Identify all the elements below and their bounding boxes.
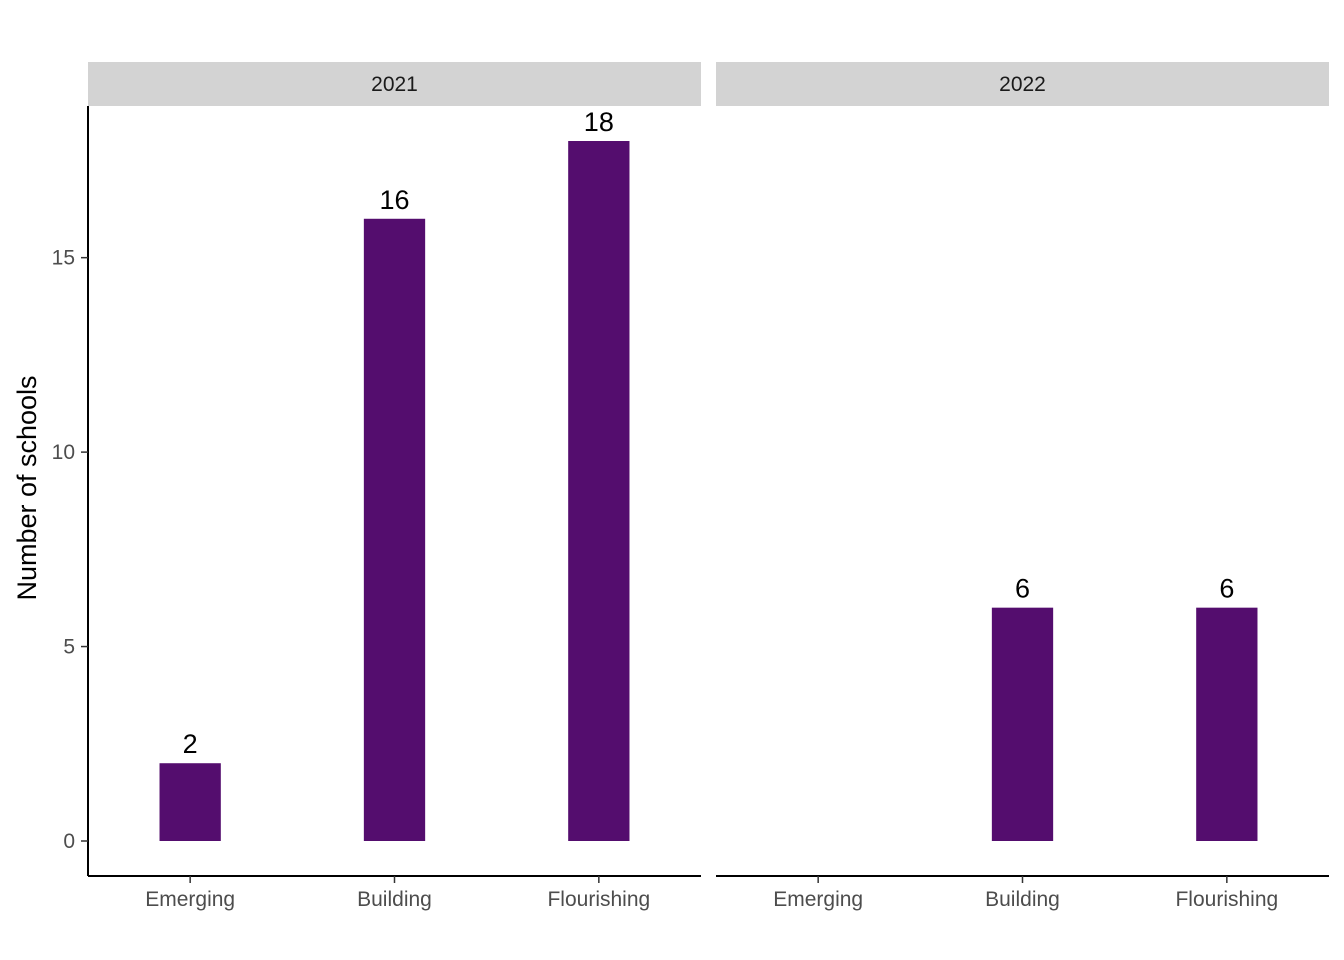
bar-value-label: 2 <box>183 729 198 759</box>
y-tick-label: 15 <box>52 247 75 270</box>
facet-strip-label: 2022 <box>999 73 1046 96</box>
facet-strip-label: 2021 <box>371 73 418 96</box>
bar-value-label: 18 <box>584 107 614 137</box>
bar-value-label: 6 <box>1219 574 1234 604</box>
y-axis-title: Number of schools <box>12 375 42 600</box>
panels: 2021 Emerging 2 Building 16 Flourishing 18 2022… <box>88 62 1329 911</box>
bar-building <box>991 607 1054 841</box>
x-tick-label: Building <box>357 888 432 911</box>
x-tick-label: Flourishing <box>547 888 650 911</box>
facet-strip <box>88 62 701 106</box>
bar-emerging <box>159 763 221 841</box>
bar-building <box>363 218 426 841</box>
x-tick-label: Emerging <box>773 888 863 911</box>
bar-flourishing <box>568 141 630 841</box>
y-tick-label: 5 <box>63 636 75 659</box>
bar-value-label: 16 <box>379 185 409 215</box>
x-tick-label: Flourishing <box>1175 888 1278 911</box>
y-tick-label: 0 <box>63 830 75 853</box>
panel-2022: 2022 Emerging Building 6 Flourishing 6 <box>716 62 1329 911</box>
bar-flourishing <box>1196 607 1258 841</box>
panel-2021: 2021 Emerging 2 Building 16 Flourishing 18 <box>88 62 701 911</box>
facet-strip <box>716 62 1329 106</box>
bar-value-label: 6 <box>1015 574 1030 604</box>
x-tick-label: Building <box>985 888 1060 911</box>
x-tick-label: Emerging <box>145 888 235 911</box>
y-tick-label: 10 <box>52 441 75 464</box>
y-axis: 0 5 10 15 <box>52 106 89 876</box>
